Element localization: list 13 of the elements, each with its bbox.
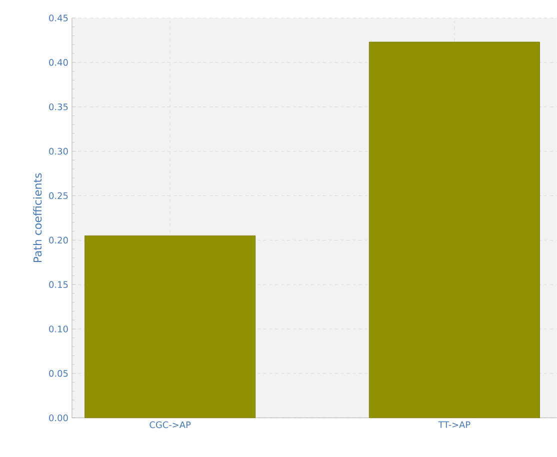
- y-tick-label: 0.05: [49, 370, 68, 377]
- y-tick-label: 0.30: [49, 148, 68, 155]
- x-tick-label: CGC->AP: [150, 421, 191, 428]
- y-tick-label: 0.35: [49, 104, 68, 110]
- y-tick-label: 0.40: [49, 59, 68, 66]
- y-axis-title: Path coefficients: [33, 173, 42, 262]
- y-tick-label: 0.20: [49, 236, 68, 244]
- y-tick-label: 0.25: [49, 192, 68, 200]
- y-tick-label: 0.15: [49, 281, 68, 288]
- y-tick-label: 0.10: [49, 326, 68, 332]
- x-tick-label: TT->AP: [438, 421, 470, 428]
- y-tick-label: 0.45: [49, 14, 68, 22]
- y-tick-label: 0.00: [49, 414, 68, 422]
